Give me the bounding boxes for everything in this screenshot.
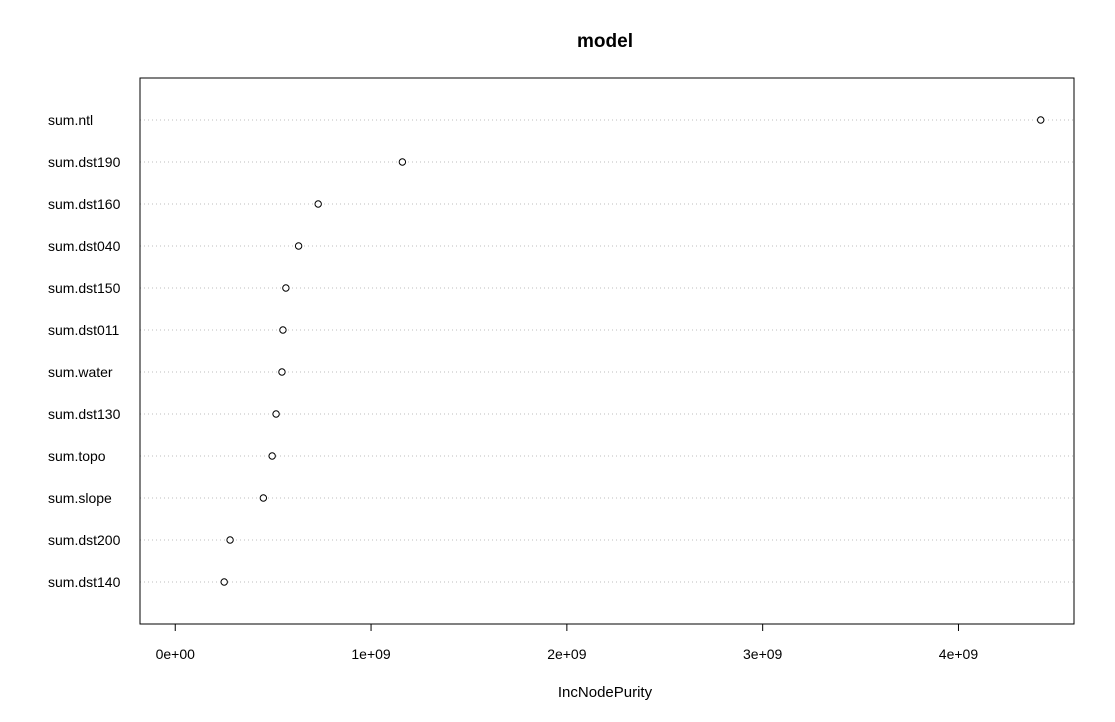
chart-title: model — [577, 31, 633, 52]
category-label: sum.water — [48, 364, 113, 380]
data-point — [294, 242, 303, 250]
category-label: sum.dst011 — [48, 322, 120, 338]
data-point — [279, 326, 287, 334]
data-point — [226, 536, 234, 544]
category-label: sum.dst150 — [48, 280, 121, 296]
category-label: sum.topo — [48, 448, 106, 464]
data-point — [278, 368, 286, 376]
category-label: sum.dst160 — [48, 196, 121, 212]
x-tick-label: 4e+09 — [939, 646, 979, 662]
category-label: sum.dst140 — [48, 574, 121, 590]
category-labels: sum.ntl sum.dst190 sum.dst160 sum.dst040 sum… — [48, 112, 121, 590]
category-label: sum.slope — [48, 490, 112, 506]
data-points — [220, 116, 1045, 586]
data-point — [282, 284, 290, 292]
grid-lines — [140, 119, 1074, 583]
category-label: sum.dst200 — [48, 532, 121, 548]
x-tick-label: 3e+09 — [743, 646, 783, 662]
category-label: sum.dst190 — [48, 154, 121, 170]
data-point — [398, 158, 407, 166]
x-tick-label: 0e+00 — [156, 646, 196, 662]
data-point — [272, 410, 280, 418]
x-axis-label: IncNodePurity — [558, 684, 653, 701]
data-point — [1037, 116, 1045, 124]
x-axis: 0e+00 1e+09 2e+09 3e+09 4e+09 — [156, 623, 979, 662]
data-point — [314, 200, 322, 208]
data-point — [259, 494, 268, 502]
data-point — [220, 578, 228, 586]
category-label: sum.ntl — [48, 112, 93, 128]
plot-frame — [139, 77, 1075, 625]
data-point — [268, 452, 276, 460]
category-label: sum.dst040 — [48, 238, 121, 254]
x-tick-label: 2e+09 — [547, 646, 587, 662]
category-label: sum.dst130 — [48, 406, 121, 422]
x-tick-label: 1e+09 — [351, 646, 391, 662]
